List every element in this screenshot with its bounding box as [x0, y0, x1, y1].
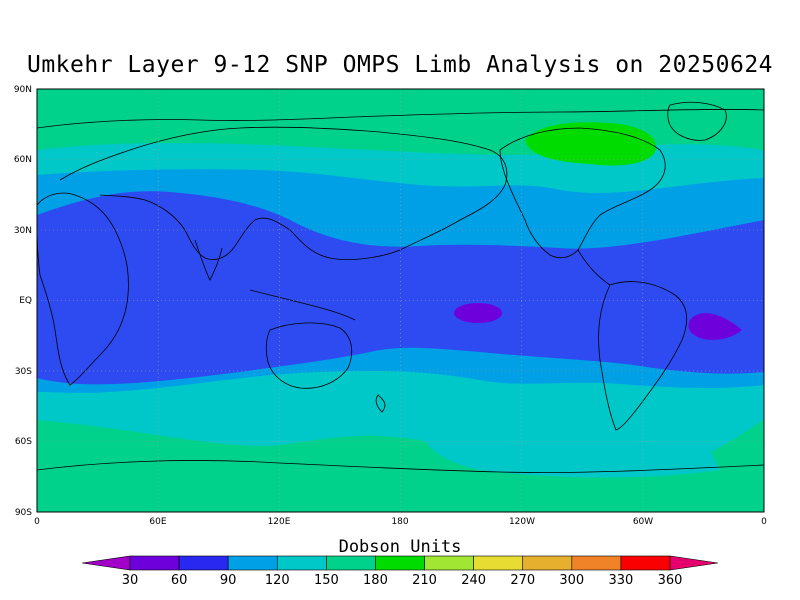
colorbar-tick-label: 120: [265, 573, 290, 588]
grid-lines: [37, 89, 764, 512]
colorbar-segment: [326, 555, 376, 571]
lon-label-0-left: 0: [34, 517, 40, 527]
lat-label-60n: 60N: [14, 155, 32, 165]
coastlines: [37, 101, 764, 473]
colorbar-segment: [178, 555, 229, 571]
colorbar-low-arrow: [81, 555, 131, 571]
coastline-se-asia-islands: [249, 289, 356, 321]
lon-label-120e: 120E: [268, 517, 291, 527]
lon-label-60e: 60E: [149, 517, 166, 527]
contour-blue-band: [37, 191, 764, 385]
coastline-new-zealand: [375, 394, 386, 413]
lat-label-30s: 30S: [15, 367, 32, 377]
colorbar-segment: [375, 555, 425, 571]
colorbar-tick-label: 90: [220, 573, 237, 588]
colorbar-segment: [227, 555, 278, 571]
coastline-central-america: [577, 249, 611, 286]
lon-label-120w: 120W: [509, 517, 535, 527]
colorbar-tick-label: 180: [363, 573, 388, 588]
colorbar-tick-label: 150: [314, 573, 339, 588]
coastline-arctic: [37, 109, 764, 129]
map-title: Umkehr Layer 9-12 SNP OMPS Limb Analysis…: [26, 52, 774, 78]
colorbar-tick-label: 240: [461, 573, 486, 588]
colorbar-tick-label: 330: [608, 573, 633, 588]
colorbar-segment: [276, 555, 327, 571]
colorbar-segment: [620, 555, 671, 571]
coastline-australia: [265, 322, 353, 389]
lat-label-eq: EQ: [19, 296, 32, 306]
colorbar-tick-label: 360: [658, 573, 683, 588]
coastline-south-america: [598, 281, 688, 431]
coastline-north-america: [499, 127, 666, 259]
colorbar-segment: [571, 555, 622, 571]
latitude-labels: 90N 60N 30N EQ 30S 60S 90S: [14, 85, 32, 518]
colorbar-tick-label: 300: [559, 573, 584, 588]
contour-purple-pacific: [454, 303, 502, 323]
lat-label-60s: 60S: [15, 437, 32, 447]
coastline-africa: [37, 192, 129, 386]
colorbar-title: Dobson Units: [338, 537, 462, 557]
lon-label-0-right: 0: [761, 517, 767, 527]
coastline-india: [194, 239, 223, 281]
colorbar: 30 60 90 120 150 180 210 240 270 300 330 360: [81, 555, 719, 588]
plot-frame: [36, 88, 765, 513]
contour-purple-atlantic: [688, 313, 742, 340]
colorbar-tick-label: 210: [412, 573, 437, 588]
colorbar-segment: [129, 555, 180, 571]
longitude-labels: 0 60E 120E 180 120W 60W 0: [34, 517, 767, 527]
colorbar-segment: [473, 555, 524, 571]
coastline-antarctica: [37, 460, 764, 473]
contour-cyan-southern: [418, 399, 720, 478]
colorbar-tick-label: 60: [171, 573, 188, 588]
contour-bright-green-arctic: [525, 122, 656, 166]
lon-label-180: 180: [391, 517, 408, 527]
coastline-eurasia: [59, 126, 508, 260]
lat-label-30n: 30N: [14, 226, 32, 236]
lat-label-90s: 90S: [15, 508, 32, 518]
colorbar-segment: [522, 555, 573, 571]
colorbar-segment: [424, 555, 474, 571]
colorbar-tick-label: 30: [122, 573, 139, 588]
contour-field: [37, 89, 764, 512]
lon-label-60w: 60W: [633, 517, 653, 527]
colorbar-high-arrow: [669, 555, 719, 571]
colorbar-tick-label: 270: [510, 573, 535, 588]
coastline-greenland: [667, 101, 727, 141]
lat-label-90n: 90N: [14, 85, 32, 95]
